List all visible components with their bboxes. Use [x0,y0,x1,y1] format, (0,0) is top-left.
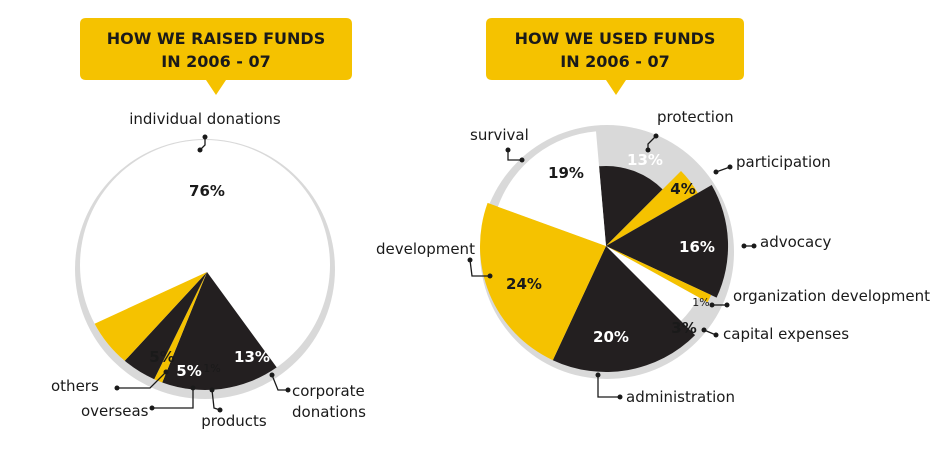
category-label-corporate-donations: donations [292,403,366,421]
pct-label-administration: 20% [593,328,629,346]
pct-label-capital-expenses: 3% [671,319,696,337]
category-label-capital-expenses: capital expenses [723,325,849,343]
used-funds-title-bubble: HOW WE USED FUNDS IN 2006 - 07 [486,18,744,95]
slice-survival [497,131,606,246]
leader-dot-corporate-donations [269,372,275,378]
slice-organization-development [606,246,712,303]
leader-dot-corporate-donations [285,387,291,393]
pct-label-individual-donations: 76% [189,182,225,200]
leader-dot-capital-expenses [713,332,719,338]
leader-line-others [117,371,167,389]
slice-protection [599,165,663,246]
leader-line-survival [507,150,522,161]
leader-dot-administration [595,372,601,378]
used-funds-title-line-1: HOW WE USED FUNDS [515,29,716,48]
raised-funds-pie: 76%13%1%5%5% [80,140,330,391]
leader-dot-products [217,407,223,413]
pct-label-overseas: 5% [176,362,201,380]
leader-line-overseas [152,388,194,409]
category-label-corporate-donations: corporate [292,382,365,400]
raised-funds-labels: individual donations corporate donations pr… [51,110,366,430]
leader-dot-advocacy [751,243,757,249]
category-label-others: others [51,377,99,395]
slice-corporate-donations [162,272,277,391]
pct-label-protection: 13% [627,151,663,169]
slice-overseas [124,272,207,380]
category-label-protection: protection [657,108,734,126]
leader-dot-protection [653,133,659,139]
raised-funds-title-line-1: HOW WE RAISED FUNDS [107,29,325,48]
category-label-organization-development: organization development [733,287,930,305]
leader-dot-development [487,273,493,279]
used-funds-title-line-2: IN 2006 - 07 [560,52,670,71]
leader-dot-individual-donations [202,134,208,140]
leader-line-administration [597,375,620,398]
raised-funds-title-bubble: HOW WE RAISED FUNDS IN 2006 - 07 [80,18,352,95]
leader-dot-development [467,257,473,263]
leader-dot-others [163,369,169,375]
category-label-survival: survival [470,126,529,144]
leader-dot-overseas [149,405,155,411]
category-label-development: development [376,240,475,258]
leader-dot-organization-development [709,302,715,308]
title-bubble-shape [486,18,744,95]
leader-dot-protection [645,147,651,153]
category-label-administration: administration [626,388,735,406]
pct-label-survival: 19% [548,164,584,182]
slice-participation [606,171,698,246]
used-funds-chart: HOW WE USED FUNDS IN 2006 - 07 13%4%16%1… [376,18,930,406]
leader-dot-participation [713,169,719,175]
leader-dot-survival [519,157,525,163]
used-funds-labels: protection participation advocacy organizat… [376,108,930,406]
leader-dot-others [114,385,120,391]
slice-development [480,202,606,361]
category-label-individual-donations: individual donations [129,110,281,128]
pct-label-others: 5% [149,348,174,366]
leader-dot-individual-donations [197,147,203,153]
leader-dot-capital-expenses [701,327,707,333]
pct-label-participation: 4% [670,180,695,198]
category-label-overseas: overseas [81,402,149,420]
pct-label-organization-development: 1% [692,296,709,309]
pct-label-products: 1% [203,362,220,375]
leader-line-development [469,259,490,277]
raised-funds-title-line-2: IN 2006 - 07 [161,52,271,71]
title-bubble-shape [80,18,352,95]
used-funds-pie: 13% 4% 16% 1% 3% 20% 24% 19% [480,131,729,372]
pct-label-corporate-donations: 13% [234,348,270,366]
slice-products [154,272,207,383]
category-label-products: products [201,412,267,430]
slice-others [94,272,207,361]
category-label-participation: participation [736,153,831,171]
leader-dot-administration [617,394,623,400]
pct-label-advocacy: 16% [679,238,715,256]
leader-dot-survival [505,147,511,153]
leader-dot-overseas [190,385,196,391]
raised-funds-chart: HOW WE RAISED FUNDS IN 2006 - 07 76% 13% 1… [51,18,366,430]
leader-dot-advocacy [741,243,747,249]
pct-label-development: 24% [506,275,542,293]
slice-advocacy [606,185,729,298]
category-label-advocacy: advocacy [760,233,831,251]
slice-capital-expenses [606,246,699,321]
leader-dot-products [209,387,215,393]
leader-dot-participation [727,164,733,170]
leader-dot-organization-development [724,302,730,308]
slice-administration [552,246,696,372]
leader-line-corporate-donations [271,374,288,391]
